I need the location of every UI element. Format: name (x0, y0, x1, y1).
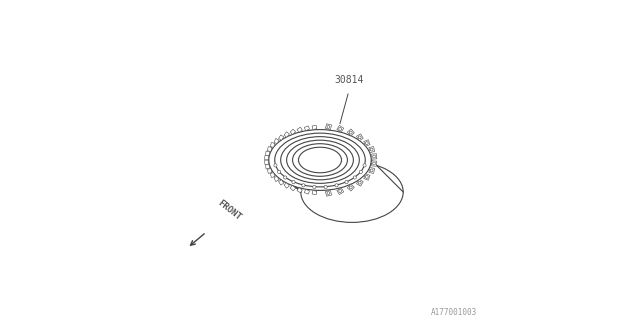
Circle shape (370, 148, 373, 151)
Circle shape (327, 125, 330, 128)
Polygon shape (265, 160, 268, 164)
Polygon shape (372, 154, 377, 159)
Polygon shape (290, 185, 296, 191)
Polygon shape (284, 183, 289, 188)
Ellipse shape (298, 147, 342, 173)
Circle shape (324, 185, 327, 188)
Polygon shape (268, 169, 272, 173)
Circle shape (349, 131, 352, 134)
Ellipse shape (269, 130, 371, 190)
Circle shape (335, 184, 338, 187)
Circle shape (327, 192, 330, 195)
Polygon shape (270, 172, 275, 178)
Circle shape (372, 155, 376, 158)
Circle shape (302, 184, 305, 187)
Polygon shape (297, 188, 302, 193)
Circle shape (372, 162, 376, 165)
Polygon shape (278, 135, 284, 140)
Circle shape (358, 136, 361, 139)
Polygon shape (356, 134, 364, 141)
Circle shape (349, 186, 352, 189)
Polygon shape (337, 188, 344, 195)
Ellipse shape (292, 144, 348, 176)
Circle shape (313, 185, 316, 188)
Polygon shape (312, 125, 317, 130)
Polygon shape (348, 129, 355, 136)
Polygon shape (297, 127, 302, 132)
Circle shape (359, 170, 362, 173)
Circle shape (365, 142, 368, 145)
Circle shape (274, 164, 277, 167)
Polygon shape (364, 140, 370, 146)
Circle shape (339, 190, 342, 193)
Circle shape (345, 180, 348, 184)
Text: 30814: 30814 (334, 75, 364, 85)
Polygon shape (290, 129, 296, 135)
Polygon shape (274, 176, 279, 181)
Polygon shape (304, 189, 310, 194)
Polygon shape (369, 167, 374, 173)
Polygon shape (337, 125, 344, 132)
Circle shape (363, 164, 366, 167)
Ellipse shape (281, 137, 359, 183)
Circle shape (292, 180, 295, 184)
Polygon shape (325, 190, 332, 196)
Circle shape (358, 181, 361, 184)
Polygon shape (348, 184, 355, 191)
Polygon shape (268, 147, 272, 151)
Polygon shape (372, 161, 377, 166)
Polygon shape (312, 190, 317, 195)
Polygon shape (304, 126, 310, 131)
Polygon shape (266, 164, 269, 169)
Ellipse shape (301, 162, 403, 222)
Circle shape (284, 176, 287, 179)
Circle shape (278, 170, 281, 173)
Text: FRONT: FRONT (216, 199, 243, 222)
Circle shape (353, 176, 356, 179)
Ellipse shape (287, 140, 353, 180)
Polygon shape (325, 124, 332, 130)
Ellipse shape (275, 133, 365, 187)
Circle shape (339, 127, 342, 130)
Polygon shape (284, 132, 289, 137)
Polygon shape (369, 147, 374, 153)
Text: A177001003: A177001003 (431, 308, 477, 317)
Polygon shape (356, 179, 364, 186)
Polygon shape (266, 151, 269, 156)
Polygon shape (278, 180, 284, 185)
Circle shape (370, 169, 373, 172)
Polygon shape (265, 156, 268, 160)
Polygon shape (364, 174, 370, 180)
Polygon shape (270, 142, 275, 148)
Circle shape (365, 175, 368, 178)
Polygon shape (274, 139, 279, 144)
